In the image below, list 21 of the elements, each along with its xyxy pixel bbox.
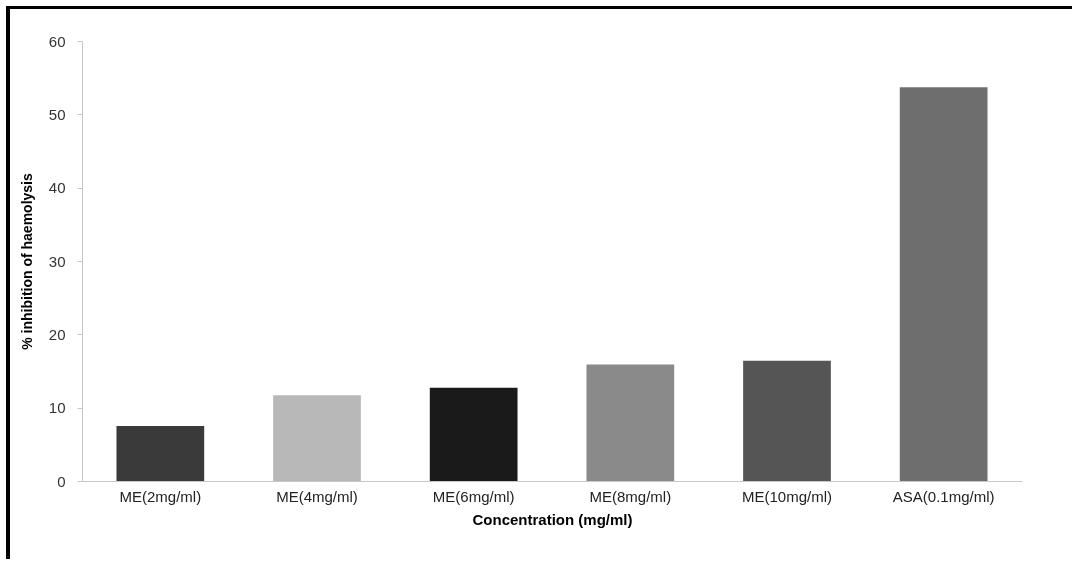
y-tick-label: 60 [48,32,66,50]
y-tick-label: 30 [48,252,66,270]
bar [116,426,205,481]
y-tick-label: 40 [48,179,66,197]
y-axis-title: % inhibition of haemolysis [18,173,35,350]
x-tick-label: ME(8mg/ml) [589,487,672,505]
y-tick-label: 0 [57,472,66,490]
bar [273,395,361,481]
y-tick-label: 10 [48,399,66,417]
x-tick-label: ME(10mg/ml) [741,487,833,505]
y-tick-label: 50 [48,105,66,123]
x-tick-label: ME(2mg/ml) [119,487,202,505]
x-tick-label: ME(6mg/ml) [432,487,515,505]
x-tick-label: ME(4mg/ml) [276,487,358,505]
bar [429,387,518,481]
x-axis-title: Concentration (mg/ml) [472,510,633,528]
bar [586,364,675,481]
y-tick-label: 20 [48,325,66,343]
bar [743,360,831,481]
x-tick-label: ASA(0.1mg/ml) [892,487,995,505]
bar [899,87,988,481]
